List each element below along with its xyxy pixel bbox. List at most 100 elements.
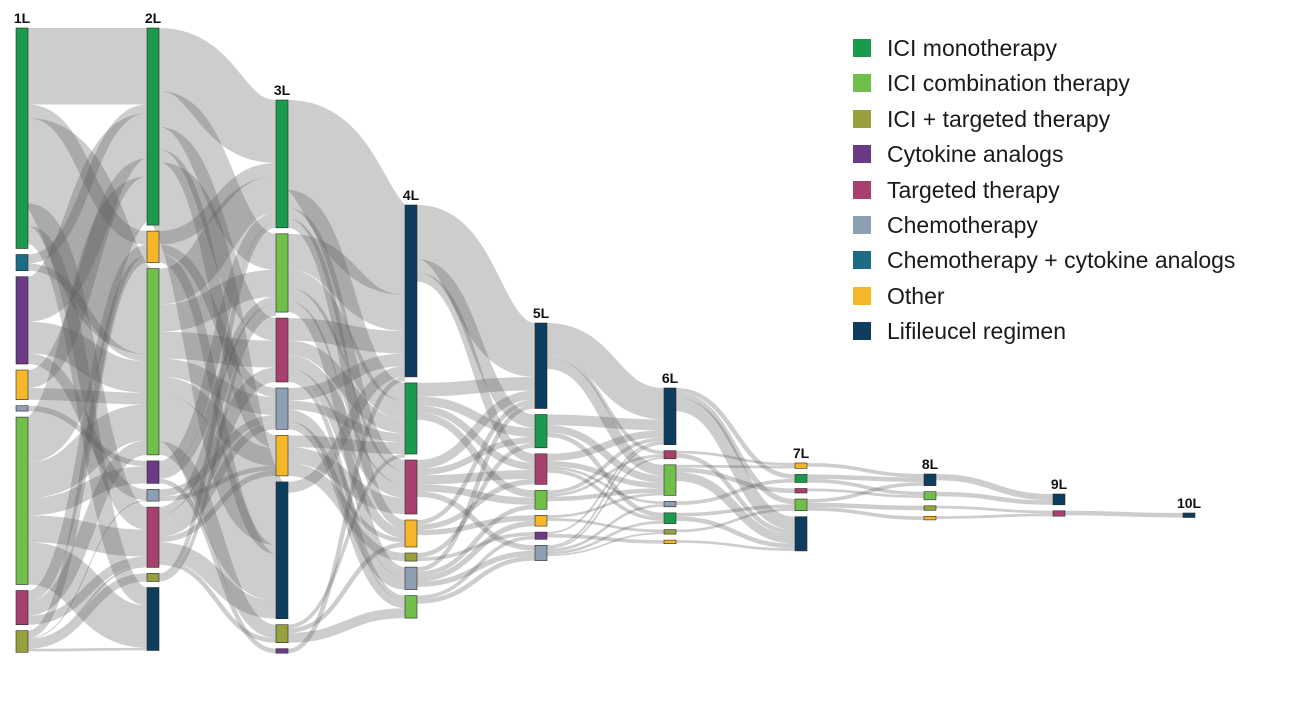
legend-swatch [853, 180, 871, 199]
flow-link [416, 520, 536, 582]
flow-link [19, 118, 156, 355]
legend-swatch [853, 74, 871, 93]
flow-link [546, 488, 665, 502]
flow-link [287, 366, 406, 493]
legend-label: Chemotherapy + cytokine analogs [887, 247, 1236, 274]
node-4l-chemo [404, 566, 418, 590]
node-4l-ici-combo [404, 595, 418, 619]
flow-link [158, 296, 277, 479]
flow-link [675, 453, 796, 535]
flow-link [25, 226, 150, 606]
flow-link [546, 520, 665, 555]
flow-link [24, 113, 151, 322]
legend-item: Targeted therapy [853, 175, 1235, 210]
line-label: 1L [14, 10, 31, 26]
flow-link [416, 259, 536, 428]
flow-link [26, 244, 149, 602]
flow-link [27, 255, 148, 638]
flow-link [287, 447, 406, 514]
node-9l-targeted [1052, 510, 1066, 517]
flow-link [416, 491, 536, 551]
node-5l-targeted [534, 453, 548, 485]
node-5l-ici-combo [534, 490, 548, 510]
node-7l-ici-mono [794, 474, 808, 483]
flow-link [287, 353, 406, 401]
legend-swatch [853, 322, 871, 341]
legend-swatch [853, 286, 871, 305]
flow-link [416, 399, 536, 525]
node-5l-lifileucel [534, 322, 548, 409]
legend-item: ICI + targeted therapy [853, 104, 1235, 139]
flow-link [806, 507, 925, 520]
flow-link [23, 176, 152, 463]
line-label: 3L [274, 82, 291, 98]
flow-link [286, 269, 407, 419]
flow-link [27, 104, 148, 264]
flow-link [416, 443, 536, 558]
legend-label: Chemotherapy [887, 211, 1038, 238]
flow-link [27, 353, 148, 501]
flow-link [27, 647, 148, 652]
flow-link [416, 550, 536, 587]
node-3l-chemo [275, 387, 289, 430]
flow-link [27, 466, 148, 516]
line-label: 6L [662, 370, 679, 386]
flow-link [546, 425, 665, 483]
flow-link [287, 340, 406, 434]
node-6l-ici-mono [663, 512, 677, 524]
flow-link [416, 484, 536, 505]
flow-link [675, 478, 796, 505]
node-5l-other [534, 514, 548, 527]
flow-link [25, 203, 150, 530]
flow-link [416, 479, 536, 530]
legend-label: Cytokine analogs [887, 141, 1064, 168]
legend-item: Lifileucel regimen [853, 316, 1235, 351]
flow-link [158, 212, 277, 472]
flow-link [546, 454, 665, 497]
flow-link [935, 505, 1054, 514]
flow-link [287, 463, 406, 543]
flow-link [806, 482, 925, 503]
flow-link [286, 233, 407, 331]
flow-link [287, 400, 406, 443]
flow-link [157, 441, 278, 639]
flow-link [158, 367, 277, 530]
flow-link [546, 518, 665, 533]
flow-link [416, 515, 536, 536]
node-6l-targeted [663, 450, 677, 460]
flow-link [546, 442, 665, 548]
flow-link [286, 190, 407, 401]
node-7l-ici-combo [794, 498, 808, 511]
flow-link [287, 409, 406, 590]
flow-link [546, 492, 665, 518]
flow-link [158, 542, 277, 619]
flow-link [27, 500, 148, 639]
flow-link [158, 560, 277, 643]
node-4l-ici-mono [404, 382, 418, 455]
flow-link [156, 91, 279, 270]
flow-link [27, 440, 148, 616]
node-8l-ici-combo [923, 491, 937, 501]
legend-item: ICI combination therapy [853, 68, 1235, 103]
flow-link [158, 244, 277, 397]
node-2l-ici-mono [146, 27, 160, 226]
flow-link [546, 457, 665, 549]
flow-link [806, 474, 925, 483]
flow-link [27, 556, 148, 625]
node-6l-lifileucel [663, 387, 677, 446]
flow-link [282, 100, 411, 295]
flow-link [806, 463, 925, 478]
flow-link [675, 516, 796, 549]
flow-link [546, 533, 665, 544]
flow-link [158, 466, 277, 502]
node-4l-ici-targeted [404, 552, 418, 562]
flow-link [546, 354, 665, 455]
node-10l-lifileucel [1182, 512, 1196, 518]
legend-item: ICI monotherapy [853, 33, 1235, 68]
flow-link [155, 394, 280, 601]
node-1l-chemo-cytokine [15, 254, 29, 272]
flow-link [287, 608, 406, 643]
flow-link [546, 414, 665, 431]
legend-label: ICI + targeted therapy [887, 105, 1111, 132]
